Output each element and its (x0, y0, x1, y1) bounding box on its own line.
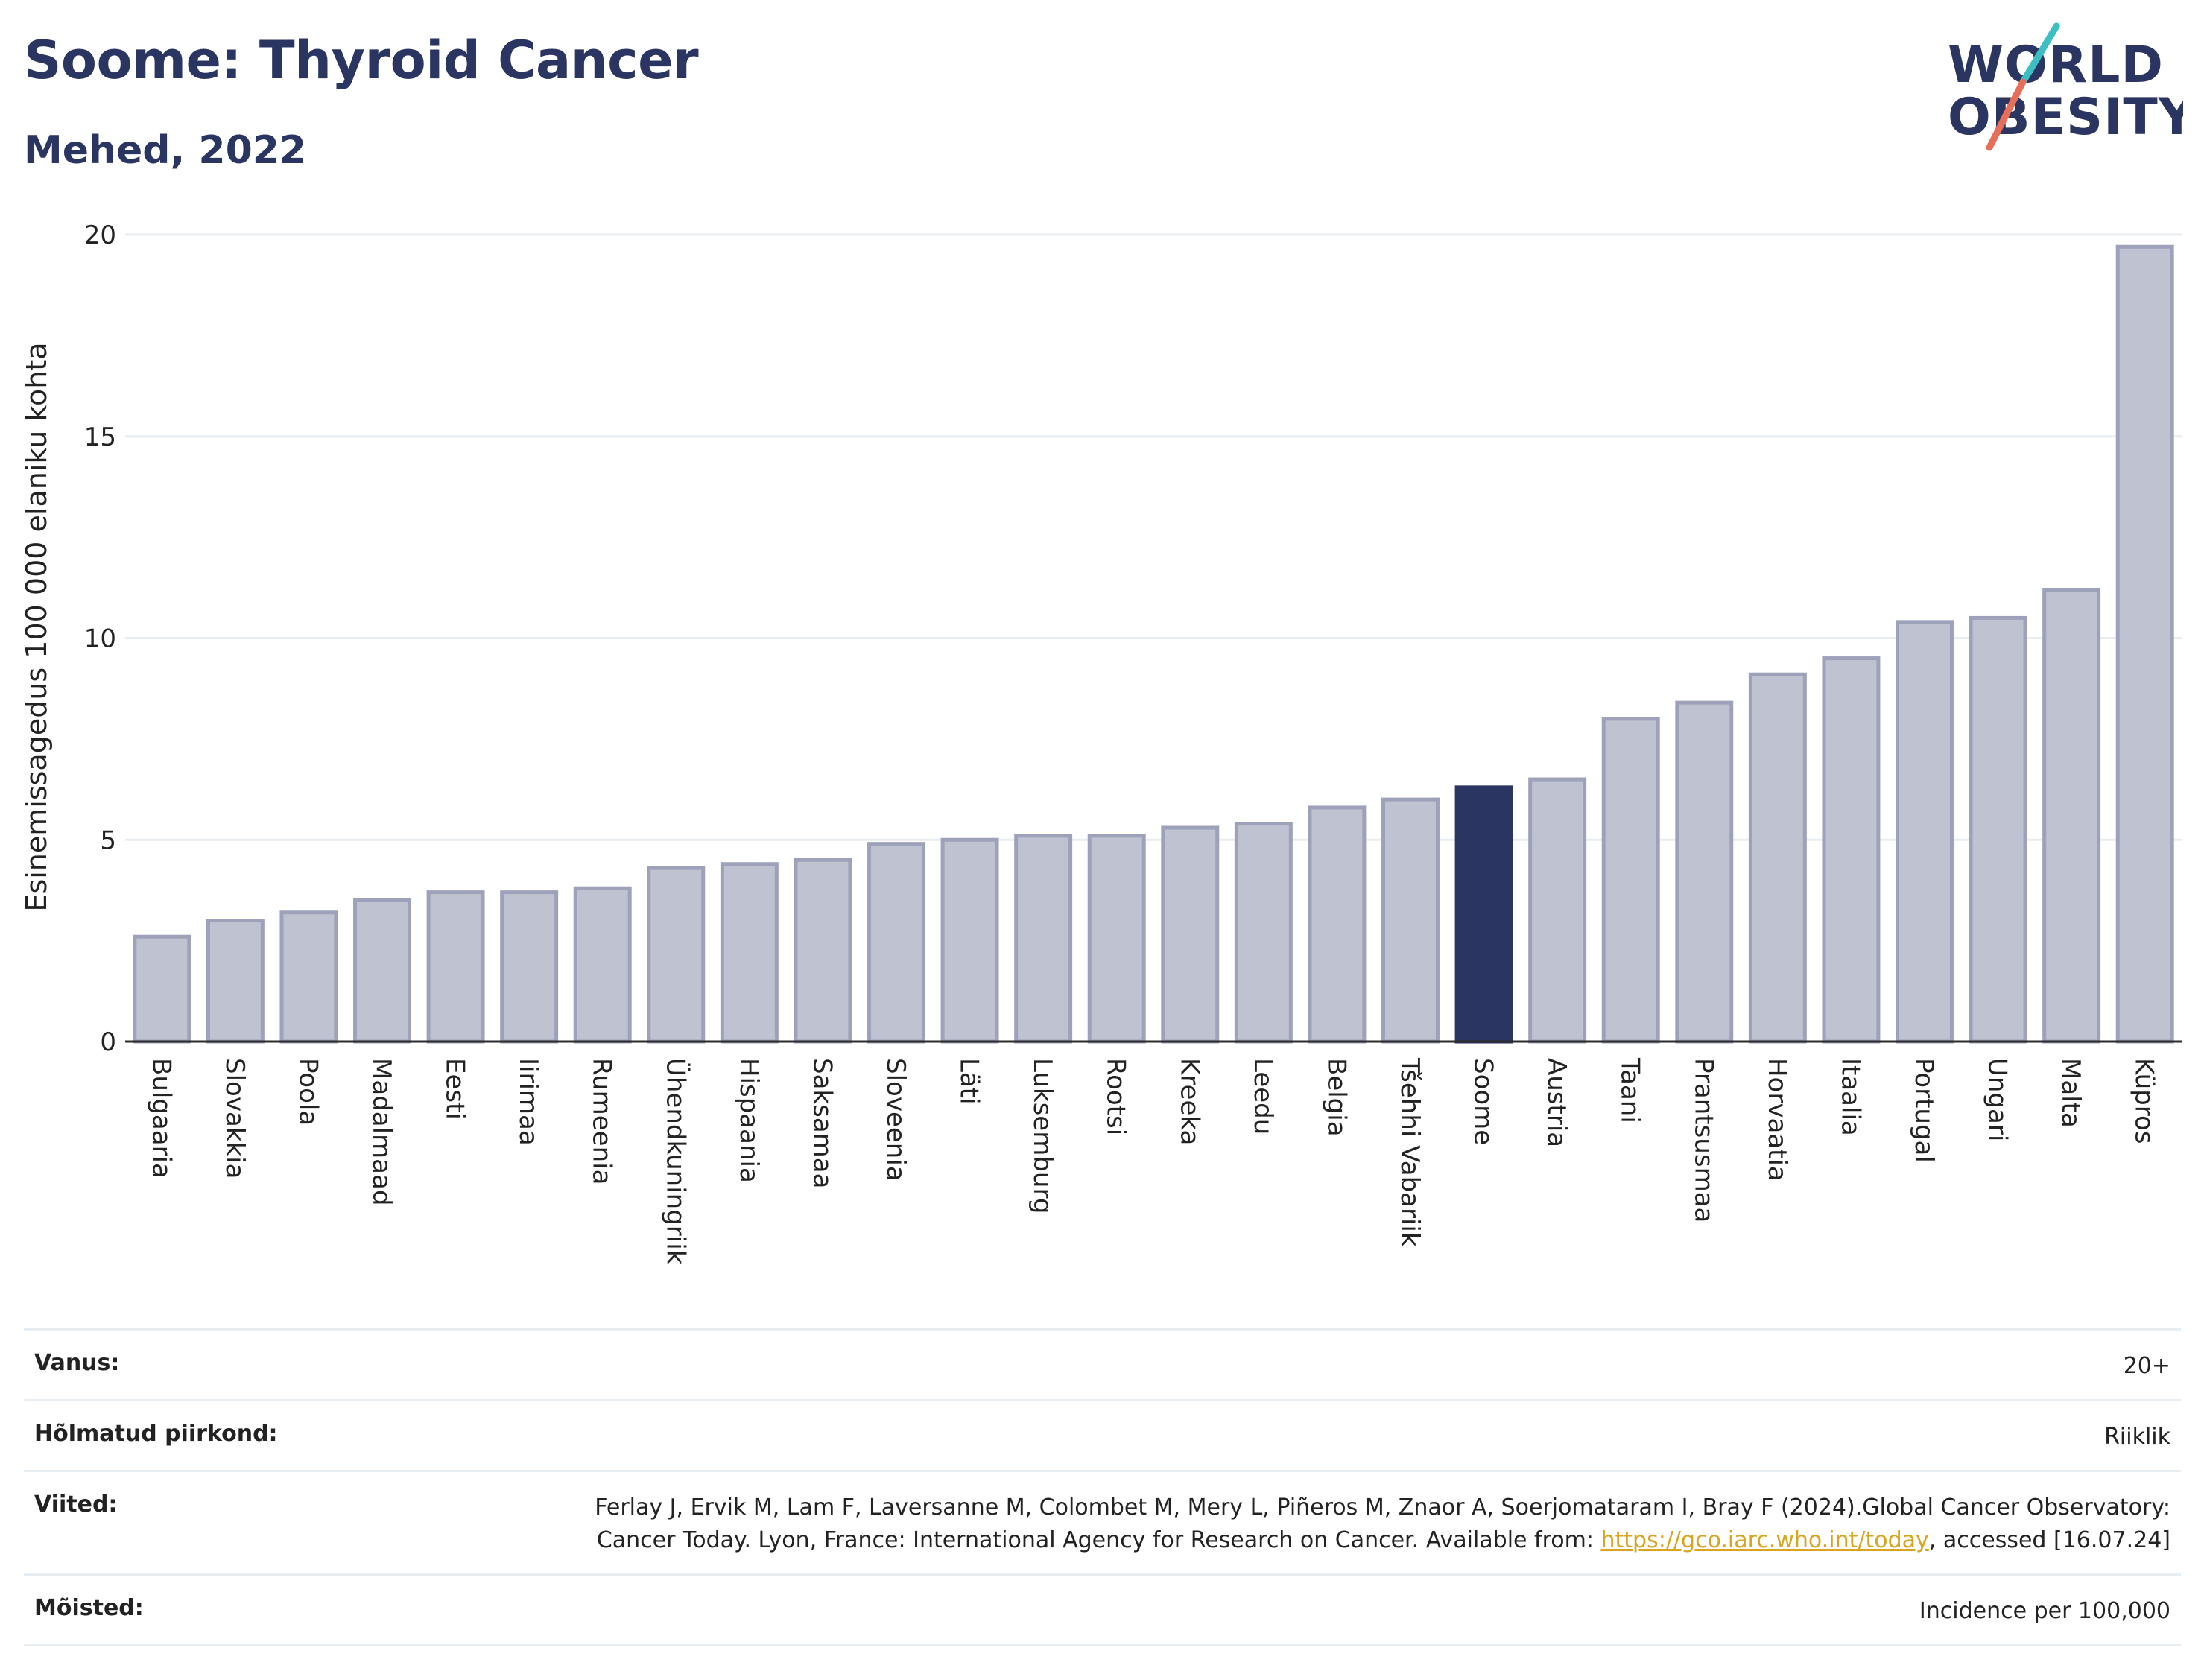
bar-taani (1601, 717, 1660, 1044)
x-axis-labels: Bulgaaria Slovakkia Poola Madalmaad Eesti Iir… (146, 1057, 2159, 1265)
x-tick-label: Itaalia (1835, 1058, 1865, 1136)
x-tick-label: Poola (293, 1058, 323, 1126)
x-tick-label: Kreeka (1174, 1058, 1204, 1145)
references-label: Viited: (34, 1492, 118, 1518)
info-row-references: Viited: Ferlay J, Ervik M, Lam F, Lavers… (24, 1470, 2181, 1573)
world-obesity-logo: WORLD OBESITY (1948, 22, 2183, 151)
bar-eesti (426, 890, 485, 1044)
x-tick-label: Slovakkia (220, 1058, 250, 1179)
bar-kreeka (1161, 825, 1220, 1044)
bar-slovakkia (206, 919, 265, 1044)
x-tick-label: Belgia (1321, 1058, 1351, 1137)
definitions-value: Incidence per 100,000 (1919, 1598, 2170, 1624)
y-tick-label: 0 (100, 1027, 116, 1057)
y-axis-ticks: 0 5 10 15 20 (84, 221, 116, 1057)
info-row-region: Hõlmatud piirkond: Riiklik (24, 1399, 2181, 1470)
chart-title: Soome: Thyroid Cancer (24, 30, 699, 91)
bar-poola (279, 910, 338, 1044)
y-tick-label: 20 (84, 221, 116, 250)
info-row-age: Vanus: 20+ (24, 1328, 2181, 1399)
bar-ungari (1969, 615, 2027, 1044)
logo-accent-coral (1986, 78, 2027, 151)
age-label: Vanus: (34, 1350, 120, 1376)
x-tick-label: Soome (1469, 1058, 1498, 1145)
bar-horvaatia (1748, 672, 1807, 1044)
y-tick-label: 15 (84, 422, 116, 452)
info-table: Vanus: 20+ Hõlmatud piirkond: Riiklik Vi… (24, 1328, 2181, 1646)
x-tick-label: Tšehhi Vabariik (1395, 1057, 1425, 1247)
logo-line-2: OBESITY (1948, 88, 2183, 147)
x-tick-label: Rumeenia (587, 1058, 617, 1185)
x-tick-label: Läti (954, 1058, 984, 1105)
x-tick-label: Austria (1542, 1058, 1571, 1147)
bar-rootsi (1087, 834, 1146, 1044)
references-text-2: , accessed [16.07.24] (1928, 1527, 2170, 1553)
x-tick-label: Sloveenia (881, 1058, 911, 1182)
bar-iirimaa (500, 890, 559, 1044)
x-tick-label: Portugal (1909, 1058, 1939, 1163)
region-value: Riiklik (2104, 1424, 2170, 1450)
bar-sloveenia (867, 842, 925, 1044)
x-tick-label: Ühendkuningriik (660, 1058, 691, 1265)
bar-portugal (1896, 620, 1954, 1044)
bar-itaalia (1822, 656, 1881, 1044)
x-tick-label: Leedu (1248, 1058, 1278, 1135)
region-label: Hõlmatud piirkond: (34, 1421, 278, 1447)
x-tick-label: Küpros (2129, 1058, 2159, 1144)
references-value: Ferlay J, Ervik M, Lam F, Laversanne M, … (569, 1492, 2170, 1557)
bars (133, 244, 2174, 1044)
bar-küpros (2115, 244, 2174, 1044)
x-tick-label: Luksemburg (1027, 1058, 1057, 1214)
bar-ühendkuningriik (647, 866, 706, 1044)
y-axis-title: Esinemissagedus 100 000 elaniku kohta (20, 342, 53, 911)
bar-luksemburg (1014, 834, 1073, 1044)
bar-saksamaa (794, 858, 852, 1044)
x-tick-label: Horvaatia (1762, 1058, 1792, 1182)
bar-soome (1454, 785, 1513, 1044)
y-tick-label: 5 (100, 825, 116, 855)
chart-subtitle: Mehed, 2022 (24, 128, 307, 173)
y-tick-label: 10 (84, 624, 116, 654)
x-tick-label: Iirimaa (513, 1058, 543, 1146)
logo-accent-teal (2019, 22, 2060, 86)
x-tick-label: Taani (1615, 1057, 1645, 1123)
x-tick-label: Eesti (440, 1058, 470, 1120)
bar-läti (940, 837, 999, 1044)
x-tick-label: Saksamaa (807, 1058, 837, 1188)
bar-rumeenia (573, 886, 632, 1044)
bar-hispaania (720, 862, 779, 1044)
bar-belgia (1308, 805, 1367, 1044)
info-row-definitions: Mõisted: Incidence per 100,000 (24, 1573, 2181, 1646)
bar-chart: 0 5 10 15 20 Bulgaaria Slovakkia Poola Madalmaa… (20, 221, 2182, 1265)
x-tick-label: Ungari (1983, 1058, 2013, 1141)
bar-leedu (1234, 822, 1293, 1044)
x-tick-label: Prantsusmaa (1688, 1058, 1718, 1223)
references-link[interactable]: https://gco.iarc.who.int/today (1600, 1527, 1929, 1553)
logo-line-1: WORLD (1948, 36, 2164, 95)
bar-madalmaad (353, 898, 411, 1044)
definitions-label: Mõisted: (34, 1595, 144, 1621)
bar-malta (2042, 588, 2101, 1044)
age-value: 20+ (2123, 1353, 2170, 1379)
references-text-1: Ferlay J, Ervik M, Lam F, Laversanne M, … (595, 1494, 2170, 1553)
x-tick-label: Madalmaad (367, 1058, 396, 1205)
x-tick-label: Hispaania (734, 1058, 764, 1183)
x-tick-label: Malta (2056, 1058, 2086, 1128)
grid-lines (125, 233, 2182, 841)
bar-austria (1528, 777, 1587, 1044)
bar-tšehhi-vabariik (1381, 797, 1440, 1044)
bar-prantsusmaa (1675, 700, 1734, 1044)
bar-bulgaaria (133, 934, 191, 1044)
x-tick-label: Rootsi (1101, 1058, 1131, 1135)
x-tick-label: Bulgaaria (146, 1058, 176, 1179)
